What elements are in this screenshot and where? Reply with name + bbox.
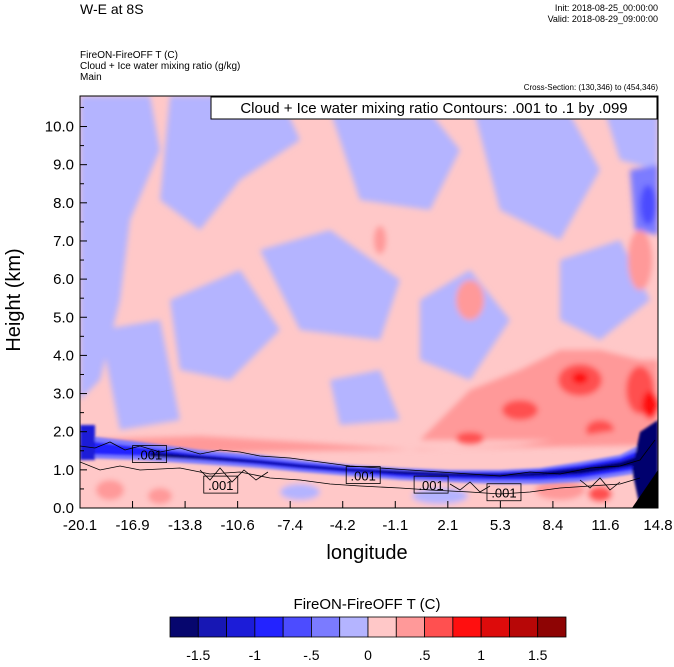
colorbar-swatch — [254, 616, 284, 638]
contour-label: .001 — [137, 448, 162, 463]
colorbar-tick-label: .5 — [419, 647, 431, 663]
x-tick-label: 8.4 — [542, 517, 563, 534]
colorbar-swatch — [509, 616, 539, 638]
contour-label: .001 — [491, 486, 516, 501]
colorbar-tick-label: -.5 — [303, 647, 320, 663]
colorbar-tick-label: 0 — [364, 647, 372, 663]
contour-label-box — [486, 483, 522, 502]
contour-legend-box — [210, 96, 658, 120]
contour-label: .001 — [418, 478, 443, 493]
x-tick-label: 11.6 — [591, 517, 619, 534]
colorbar-swatch — [339, 616, 369, 638]
colorbar-swatch — [537, 616, 567, 638]
contour-label-box — [203, 475, 239, 494]
y-tick-label: 10.0 — [45, 119, 74, 136]
plot-frame — [79, 95, 659, 509]
variable-line-1: FireON-FireOFF T (C) — [80, 50, 178, 61]
contour-label: .001 — [208, 478, 233, 493]
colorbar-swatch — [226, 616, 256, 638]
x-tick-label: -7.4 — [277, 517, 303, 534]
colorbar-title: FireON-FireOFF T (C) — [293, 596, 441, 613]
y-tick-label: 3.0 — [53, 386, 74, 403]
contour-label-box — [345, 466, 381, 484]
colorbar-swatch — [395, 616, 425, 638]
colorbar-swatch — [367, 616, 397, 638]
plot-title: W-E at 8S — [80, 1, 144, 17]
x-tick-label: 5.3 — [490, 517, 511, 534]
y-tick-label: 4.0 — [53, 347, 74, 364]
init-time: Init: 2018-08-25_00:00:00 — [554, 3, 658, 13]
y-tick-label: 7.0 — [53, 233, 74, 250]
axes-ticks: -20.1 -16.9 -13.8 -10.6 -7.4 -4.2 -1.1 2.1 5.3 8.… — [45, 106, 673, 534]
variable-line-3: Main — [80, 72, 102, 83]
x-axis-label: longitude — [326, 542, 408, 564]
y-tick-label: 9.0 — [53, 157, 74, 174]
x-tick-label: -10.6 — [221, 517, 255, 534]
y-tick-label: 1.0 — [53, 462, 74, 479]
valid-time: Valid: 2018-08-29_09:00:00 — [547, 14, 658, 24]
y-tick-label: 5.0 — [53, 309, 74, 326]
colorbar: -1.5 -1 -.5 0 .5 1 1.5 — [169, 616, 567, 663]
contour-label-box — [132, 445, 167, 463]
x-tick-label: -1.1 — [382, 517, 408, 534]
colorbar-swatch — [424, 616, 454, 638]
x-tick-label: -20.1 — [63, 517, 97, 534]
x-tick-label: -13.8 — [168, 517, 202, 534]
colorbar-swatch — [480, 616, 510, 638]
colorbar-swatch — [282, 616, 312, 638]
x-tick-label: 14.8 — [643, 517, 672, 534]
temperature-difference-field — [80, 96, 658, 508]
contour-label: .001 — [351, 469, 376, 484]
colorbar-swatch — [169, 616, 199, 638]
y-tick-label: 8.0 — [53, 195, 74, 212]
x-tick-label: -4.2 — [330, 517, 356, 534]
colorbar-swatch — [197, 616, 227, 638]
contour-label-box — [413, 475, 449, 494]
colorbar-tick-label: -1 — [249, 647, 262, 663]
variable-line-2: Cloud + Ice water mixing ratio (g/kg) — [80, 61, 241, 72]
colorbar-tick-label: 1 — [477, 647, 485, 663]
contour-legend-text: Cloud + Ice water mixing ratio Contours:… — [240, 100, 627, 117]
colorbar-tick-label: 1.5 — [528, 647, 548, 663]
y-tick-label: 0.0 — [53, 500, 74, 517]
colorbar-tick-label: -1.5 — [186, 647, 210, 663]
x-tick-label: -16.9 — [115, 517, 149, 534]
colorbar-swatch — [311, 616, 341, 638]
y-tick-label: 6.0 — [53, 271, 74, 288]
colorbar-swatch — [452, 616, 482, 638]
cross-section-label: Cross-Section: (130,346) to (454,346) — [523, 83, 658, 92]
y-tick-label: 2.0 — [53, 424, 74, 441]
x-tick-label: 2.1 — [437, 517, 458, 534]
contour-labels: .001 .001 .001 .001 .001 — [132, 445, 522, 502]
